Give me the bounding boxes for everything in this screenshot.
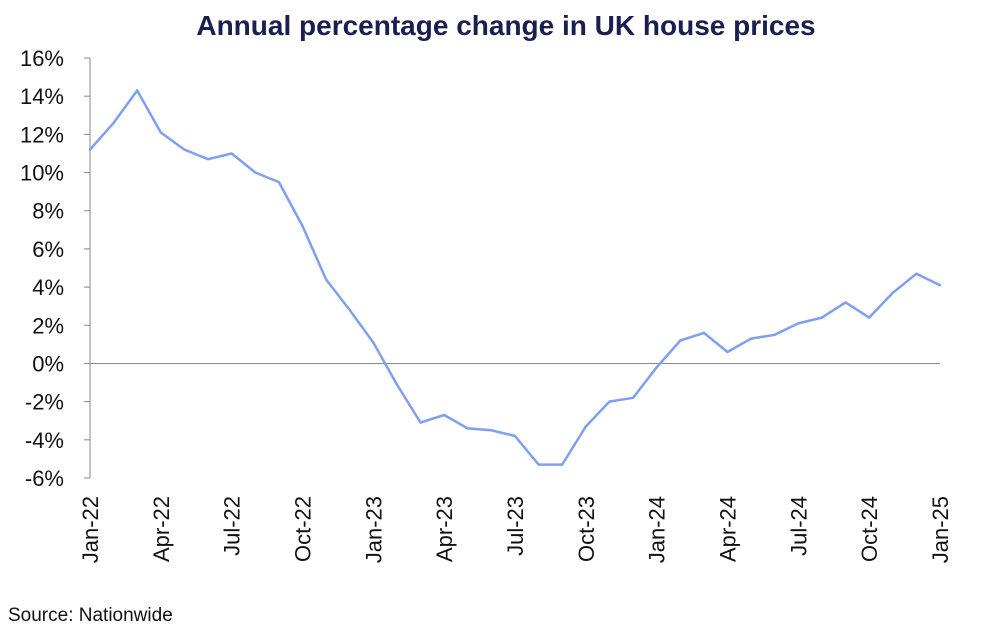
- data-point: [702, 331, 706, 335]
- data-point: [419, 421, 422, 424]
- data-point: [159, 131, 163, 134]
- data-point: [230, 152, 233, 155]
- x-tick-label: Oct-23: [574, 496, 599, 562]
- data-point: [773, 333, 776, 337]
- series-line: [89, 89, 941, 466]
- y-tick-label: 12%: [20, 122, 64, 147]
- y-tick-label: -4%: [25, 428, 64, 453]
- data-point: [561, 463, 564, 466]
- data-point: [372, 341, 375, 344]
- data-point: [679, 339, 682, 342]
- data-point: [891, 291, 894, 295]
- data-point: [88, 148, 92, 151]
- data-point: [301, 224, 304, 228]
- y-tick-label: -2%: [25, 390, 64, 415]
- y-tick-label: 16%: [20, 46, 64, 71]
- data-point: [348, 308, 351, 312]
- data-point: [820, 316, 824, 319]
- x-tick-label: Apr-23: [432, 496, 457, 562]
- data-point: [442, 413, 446, 417]
- data-point: [726, 350, 729, 354]
- data-point: [749, 337, 753, 340]
- y-tick-label: 0%: [32, 351, 64, 376]
- data-point: [797, 322, 800, 325]
- x-tick-label: Jul-24: [786, 496, 811, 556]
- y-tick-label: 4%: [32, 275, 64, 300]
- data-point: [112, 121, 115, 125]
- data-point: [867, 316, 871, 319]
- data-point: [655, 366, 658, 369]
- data-point: [584, 425, 588, 428]
- x-tick-label: Jan-22: [78, 496, 103, 563]
- series-points: [88, 89, 942, 466]
- x-tick-label: Apr-24: [716, 496, 741, 562]
- y-tick-label: 6%: [32, 237, 64, 262]
- data-point: [136, 89, 139, 92]
- x-tick-label: Jan-23: [361, 496, 386, 563]
- data-point: [324, 278, 328, 281]
- y-tick-label: 10%: [20, 161, 64, 186]
- x-tick-label: Jan-25: [928, 496, 953, 563]
- data-point: [537, 463, 540, 466]
- data-point: [844, 301, 847, 304]
- x-tick-label: Jan-24: [645, 496, 670, 563]
- data-point: [395, 383, 399, 386]
- data-point: [254, 171, 257, 174]
- data-point: [490, 429, 493, 432]
- y-axis: 16% 14% 12% 10% 8% 6% 4% 2% 0% -2% -4% -6%: [20, 46, 90, 491]
- y-tick-label: -6%: [25, 466, 64, 491]
- data-point: [206, 157, 210, 161]
- x-tick-label: Jul-22: [220, 496, 245, 556]
- data-point: [915, 272, 918, 275]
- x-tick-label: Apr-22: [149, 496, 174, 562]
- y-tick-label: 2%: [32, 313, 64, 338]
- data-point: [277, 180, 281, 184]
- data-point: [631, 396, 635, 400]
- y-tick-label: 8%: [32, 199, 64, 224]
- x-tick-label: Oct-22: [291, 496, 316, 562]
- data-point: [466, 427, 469, 430]
- data-point: [938, 283, 942, 287]
- data-point: [183, 148, 186, 151]
- x-tick-label: Jul-23: [503, 496, 528, 556]
- x-tick-label: Oct-24: [857, 496, 882, 562]
- y-tick-label: 14%: [20, 84, 64, 109]
- data-point: [513, 434, 517, 438]
- chart-title: Annual percentage change in UK house pri…: [196, 10, 815, 41]
- data-point: [608, 400, 611, 403]
- x-axis: Jan-22 Apr-22 Jul-22 Oct-22 Jan-23 Apr-23 Jul-…: [78, 496, 953, 563]
- source-note: Source: Nationwide: [8, 605, 173, 626]
